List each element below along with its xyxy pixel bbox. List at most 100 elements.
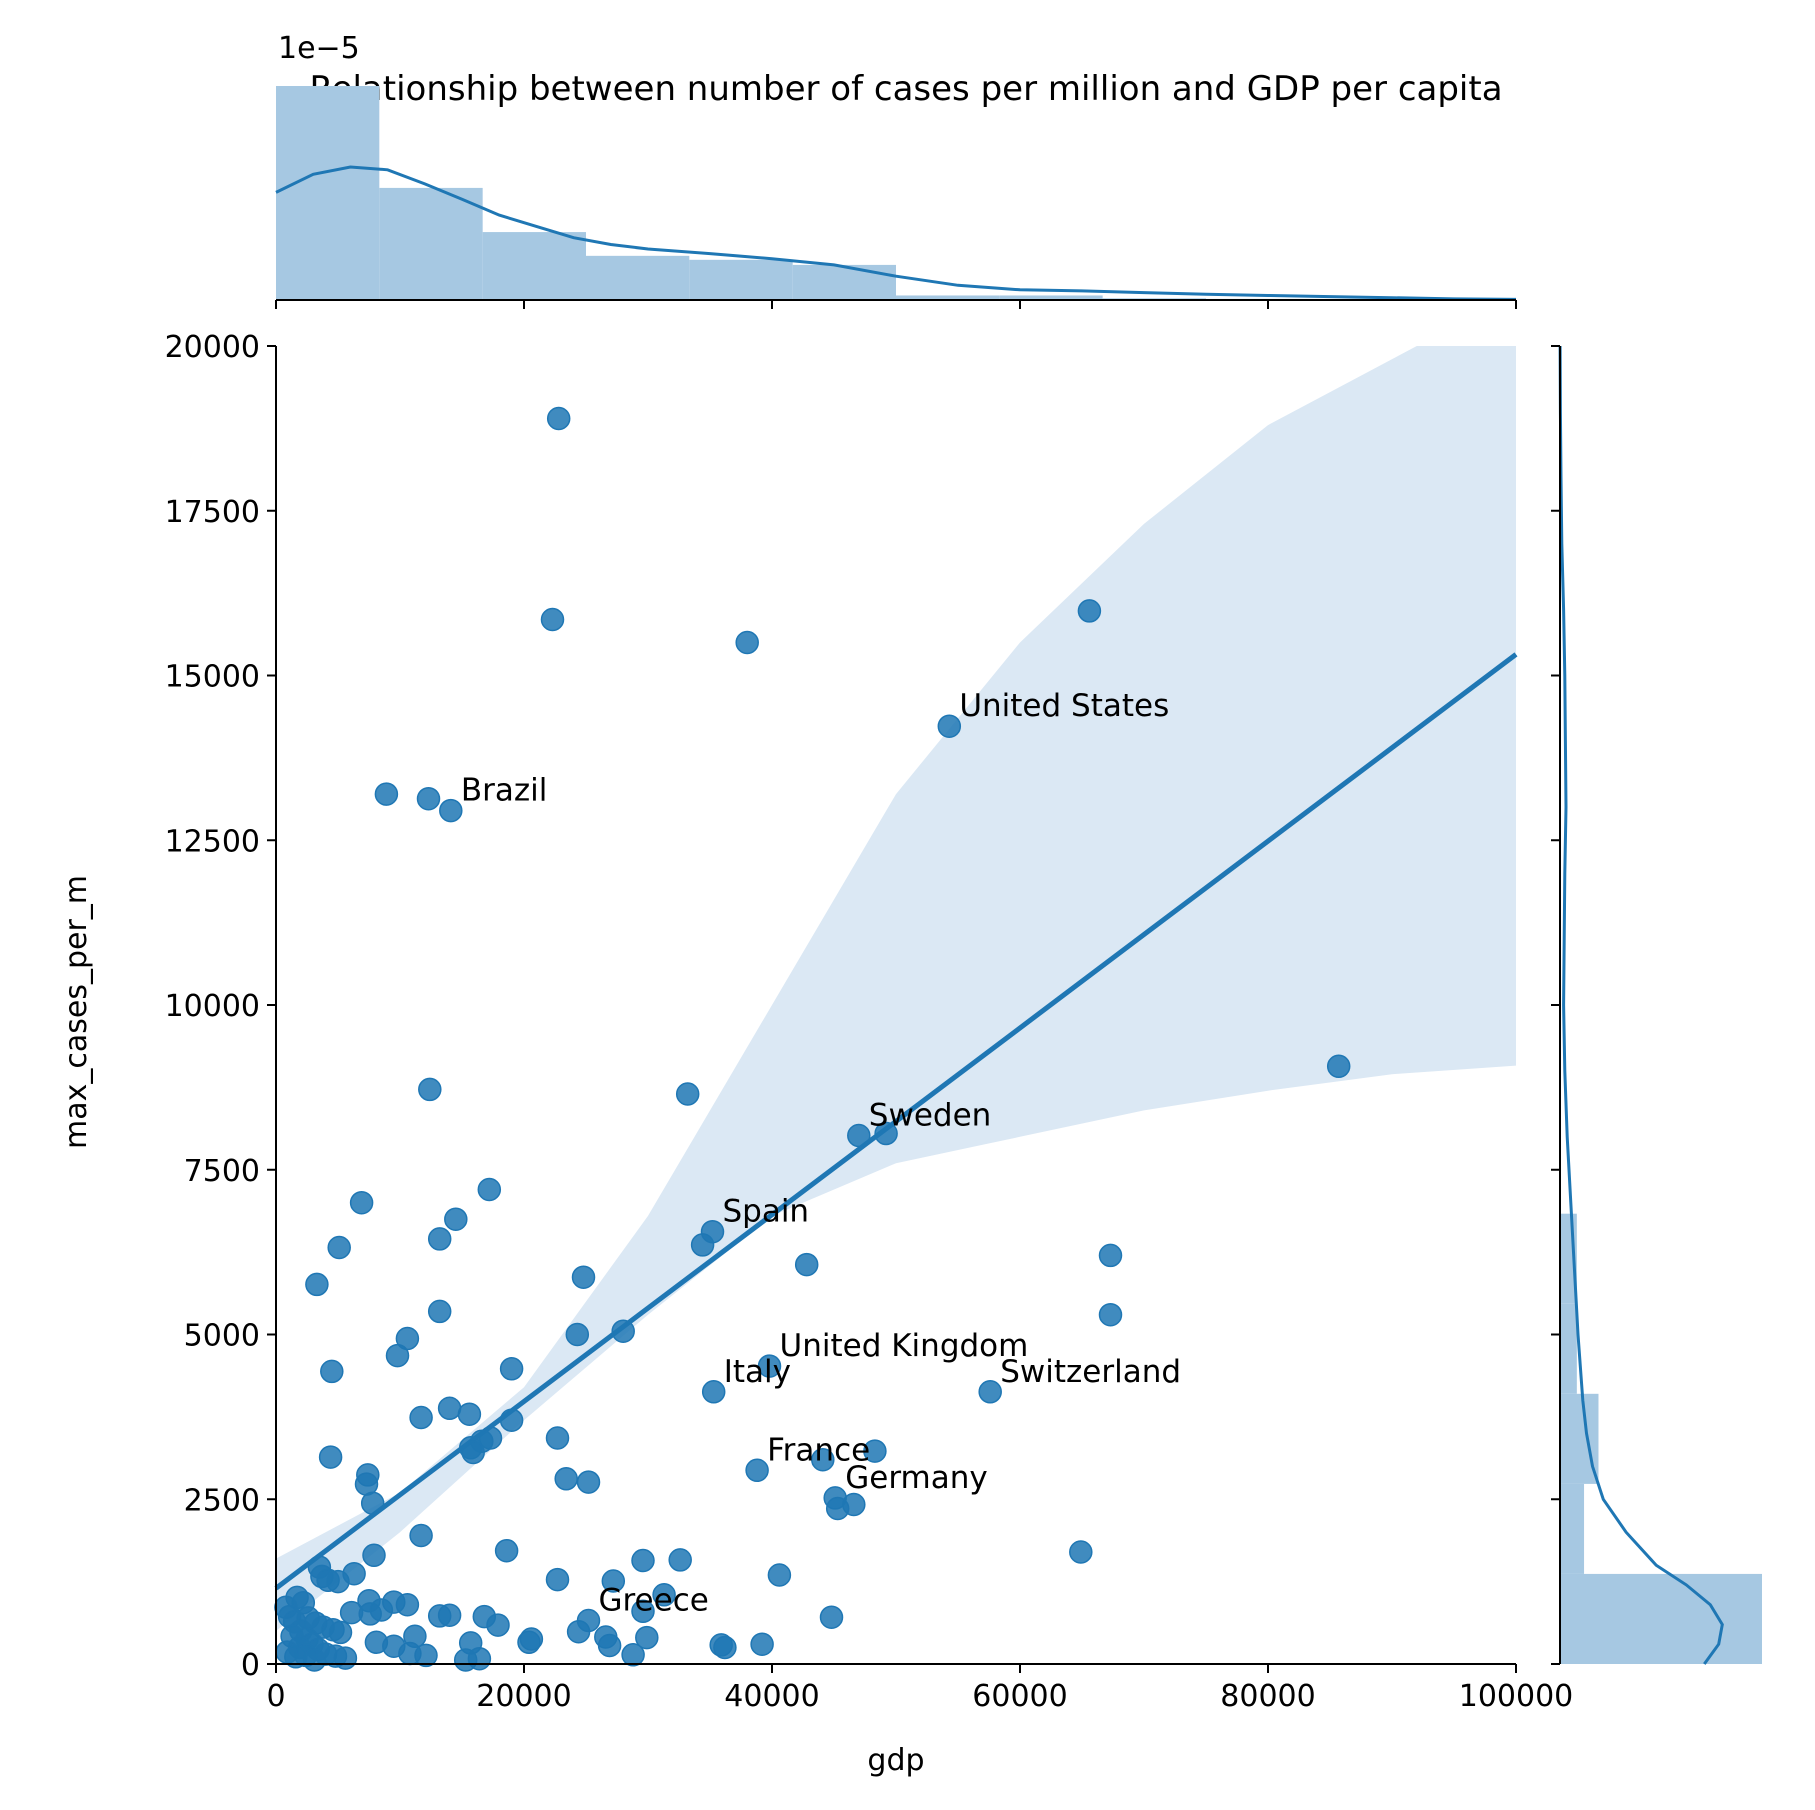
y-axis-label: max_cases_per_m bbox=[59, 875, 94, 1149]
scatter-point bbox=[819, 1605, 844, 1629]
scatter-point bbox=[416, 786, 441, 811]
right-hist-bar bbox=[1560, 1483, 1585, 1574]
scatter-point bbox=[437, 1603, 462, 1627]
right-marginal-histogram bbox=[1551, 345, 1762, 1665]
scatter-point bbox=[554, 1467, 578, 1491]
scatter-point bbox=[794, 1252, 819, 1277]
point-annotation: France bbox=[767, 1432, 870, 1468]
scatter-point bbox=[499, 1408, 524, 1432]
scatter-point bbox=[305, 1272, 329, 1297]
y-tick-label: 17500 bbox=[165, 495, 260, 530]
scatter-point bbox=[631, 1548, 655, 1573]
scatter-point bbox=[486, 1613, 510, 1637]
x-tick-label: 40000 bbox=[724, 1679, 819, 1714]
top-hist-bar bbox=[379, 187, 483, 300]
top-kde-curve bbox=[275, 165, 1517, 301]
x-tick-label: 100000 bbox=[1459, 1679, 1574, 1714]
scatter-point bbox=[652, 1583, 676, 1607]
x-tick-label: 0 bbox=[266, 1679, 285, 1714]
scatter-point bbox=[621, 1643, 645, 1667]
scatter-point bbox=[1098, 1302, 1123, 1327]
confidence-band-layer bbox=[276, 346, 1516, 1631]
point-annotation: Switzerland bbox=[1000, 1354, 1181, 1390]
scatter-point bbox=[847, 1123, 871, 1148]
top-hist-bar bbox=[896, 295, 1000, 300]
scatter-point bbox=[757, 1354, 782, 1378]
scatter-point bbox=[418, 1077, 442, 1102]
scatter-point bbox=[427, 1227, 452, 1251]
top-hist-bar bbox=[482, 232, 586, 300]
x-tick-label: 60000 bbox=[972, 1679, 1067, 1714]
chart-title: Relationship between number of cases per… bbox=[309, 69, 1502, 109]
scatter-point bbox=[318, 1445, 343, 1469]
scatter-point bbox=[597, 1633, 622, 1658]
scatter-point bbox=[499, 1357, 524, 1381]
scatter-point bbox=[700, 1219, 725, 1244]
scatter-point bbox=[701, 1380, 726, 1404]
scatter-point bbox=[611, 1319, 635, 1343]
y-tick-label: 5000 bbox=[184, 1319, 260, 1354]
scatter-point bbox=[601, 1569, 626, 1593]
scatter-point bbox=[477, 1177, 502, 1202]
scatter-point bbox=[333, 1646, 358, 1670]
scatter-point bbox=[767, 1563, 792, 1587]
top-hist-bar bbox=[276, 86, 380, 300]
main-plot-area: United States Brazil Sweden Spain United Kin… bbox=[165, 330, 1574, 1714]
scatter-point bbox=[414, 1643, 438, 1668]
axes-layer: 0 20000 40000 60000 80000 100000 0 2500 5000 7500… bbox=[165, 330, 1574, 1714]
right-kde-curve bbox=[1558, 345, 1724, 1665]
scatter-point bbox=[409, 1523, 433, 1548]
scatter-point bbox=[320, 1359, 344, 1384]
annotation-layer: United States Brazil Sweden Spain United Kin… bbox=[461, 688, 1181, 1618]
scatter-point bbox=[439, 798, 463, 823]
scatter-point bbox=[675, 1082, 700, 1106]
point-annotation: Sweden bbox=[869, 1097, 992, 1133]
scatter-point bbox=[540, 607, 565, 632]
scatter-point bbox=[284, 1645, 308, 1669]
point-annotation: Greece bbox=[598, 1583, 708, 1619]
y-tick-label: 15000 bbox=[165, 660, 260, 695]
y-tick-label: 20000 bbox=[165, 330, 260, 365]
scatter-point bbox=[874, 1121, 898, 1146]
top-hist-bar bbox=[792, 264, 896, 300]
confidence-band bbox=[276, 346, 1516, 1631]
scatter-point bbox=[461, 1440, 485, 1465]
scatter-point bbox=[457, 1402, 482, 1426]
y-tick-label: 2500 bbox=[184, 1483, 260, 1518]
y-tick-label: 12500 bbox=[165, 824, 260, 859]
scatter-point bbox=[409, 1405, 433, 1430]
scatter-point bbox=[545, 1567, 570, 1592]
scatter-point bbox=[444, 1207, 468, 1231]
scatter-point bbox=[374, 782, 399, 806]
point-annotation: Germany bbox=[845, 1460, 987, 1496]
scatter-point bbox=[385, 1343, 410, 1368]
scatter-point bbox=[863, 1439, 887, 1463]
x-axis-label: gdp bbox=[867, 1743, 924, 1778]
scatter-point bbox=[545, 1426, 570, 1450]
scatter-point bbox=[978, 1380, 1002, 1404]
point-annotation: United Kingdom bbox=[780, 1328, 1029, 1364]
scatter-point bbox=[328, 1620, 353, 1645]
scatter-point bbox=[750, 1632, 774, 1656]
point-annotation: Brazil bbox=[461, 773, 548, 809]
scatter-point bbox=[631, 1599, 655, 1624]
scatter-point bbox=[825, 1496, 850, 1521]
scatter-point bbox=[635, 1625, 659, 1650]
scatter-point bbox=[395, 1592, 420, 1617]
y-tick-label: 0 bbox=[241, 1648, 260, 1683]
y-tick-label: 7500 bbox=[184, 1154, 260, 1189]
top-axis-offset-label: 1e−5 bbox=[278, 31, 360, 66]
top-hist-bar bbox=[999, 295, 1103, 300]
scatter-point bbox=[1077, 599, 1102, 623]
scatter-point bbox=[327, 1235, 351, 1260]
scatter-point bbox=[519, 1627, 544, 1651]
scatter-point bbox=[576, 1470, 601, 1494]
y-tick-label: 10000 bbox=[165, 989, 260, 1024]
scatter-point bbox=[362, 1543, 386, 1568]
scatter-point bbox=[437, 1396, 462, 1421]
scatter-point bbox=[668, 1548, 692, 1572]
scatter-point bbox=[360, 1491, 385, 1515]
top-hist-bar bbox=[689, 259, 793, 300]
top-marginal-histogram bbox=[275, 86, 1517, 309]
scatter-point bbox=[467, 1646, 492, 1671]
